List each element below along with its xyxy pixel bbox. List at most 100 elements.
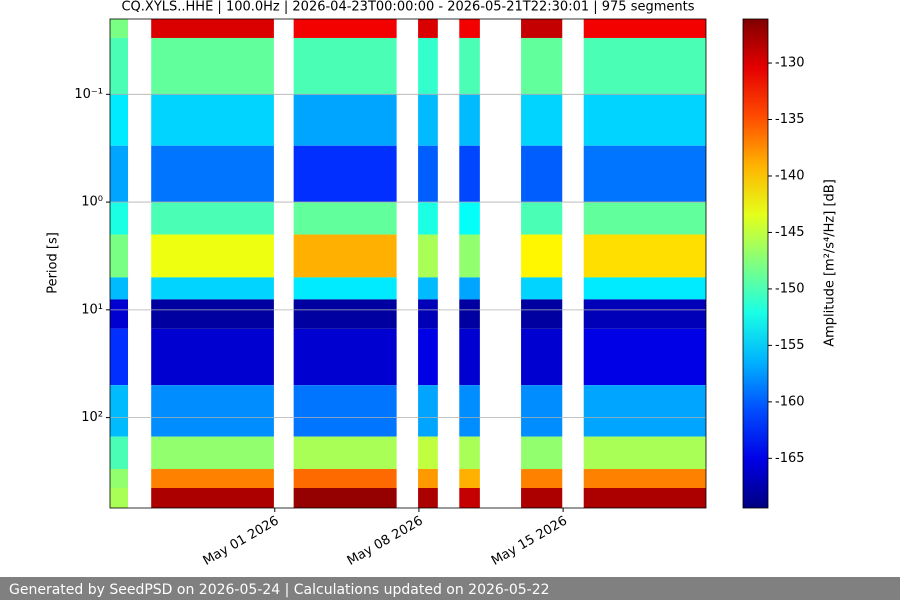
heatmap-cell — [521, 202, 563, 235]
heatmap-cell — [293, 469, 397, 488]
heatmap-cell — [583, 234, 706, 278]
colorbar-tick-label: -140 — [775, 168, 805, 183]
heatmap-cell — [521, 19, 563, 38]
heatmap-cell — [459, 94, 480, 146]
heatmap-cell — [459, 469, 480, 488]
colorbar-tick-label: -160 — [775, 394, 805, 409]
heatmap-cell — [110, 436, 129, 470]
heatmap-cell — [418, 487, 438, 508]
heatmap-cell — [583, 385, 706, 437]
colorbar-label: Amplitude [m²/s⁴/Hz] [dB] — [823, 179, 838, 347]
heatmap-cell — [151, 328, 274, 386]
heatmap-cell — [521, 385, 563, 437]
y-tick-label: 10² — [81, 410, 103, 425]
heatmap-cell — [521, 328, 563, 386]
heatmap-cell — [459, 328, 480, 386]
heatmap-cell — [151, 234, 274, 278]
heatmap-cell — [521, 145, 563, 203]
heatmap-cell — [418, 469, 438, 488]
heatmap-cell — [418, 234, 438, 278]
heatmap-cell — [151, 385, 274, 437]
y-tick-label: 10⁻¹ — [74, 87, 103, 102]
heatmap-cell — [151, 202, 274, 235]
heatmap-cell — [110, 202, 129, 235]
colorbar-tick-label: -165 — [775, 451, 805, 466]
heatmap-cell — [459, 299, 480, 329]
heatmap-cell — [293, 328, 397, 386]
colorbar — [742, 18, 769, 509]
heatmap-cell — [459, 436, 480, 470]
heatmap-cell — [110, 94, 129, 146]
heatmap-cell — [418, 436, 438, 470]
heatmap-cell — [151, 436, 274, 470]
heatmap-cell — [151, 37, 274, 95]
heatmap-cell — [110, 145, 129, 203]
heatmap-cell — [459, 234, 480, 278]
heatmap-cell — [110, 385, 129, 437]
heatmap-cell — [418, 37, 438, 95]
heatmap-cell — [521, 234, 563, 278]
heatmap-cell — [293, 202, 397, 235]
y-tick-label: 10¹ — [81, 302, 103, 317]
heatmap-cell — [151, 277, 274, 300]
y-tick-label: 10⁰ — [81, 195, 103, 210]
heatmap-cell — [151, 469, 274, 488]
heatmap-cell — [418, 145, 438, 203]
x-tick-label: May 08 2026 — [345, 514, 426, 569]
colorbar-tick-label: -135 — [775, 112, 805, 127]
heatmap-cell — [583, 469, 706, 488]
heatmap-cell — [583, 19, 706, 38]
heatmap-cell — [110, 19, 129, 38]
heatmap-cell — [459, 487, 480, 508]
heatmap-cell — [521, 469, 563, 488]
heatmap-cell — [459, 19, 480, 38]
heatmap-cell — [583, 94, 706, 146]
heatmap-cell — [418, 299, 438, 329]
heatmap-cell — [459, 277, 480, 300]
colorbar-tick-label: -150 — [775, 281, 805, 296]
footer-text: Generated by SeedPSD on 2026-05-24 | Cal… — [9, 582, 550, 598]
heatmap-cell — [583, 202, 706, 235]
heatmap-cell — [418, 328, 438, 386]
colorbar-tick-label: -130 — [775, 56, 805, 71]
heatmap-cell — [151, 94, 274, 146]
heatmap-cell — [110, 487, 129, 508]
heatmap-cell — [459, 37, 480, 95]
heatmap-cell — [583, 328, 706, 386]
heatmap-cell — [110, 234, 129, 278]
heatmap-cell — [521, 277, 563, 300]
heatmap-cell — [418, 385, 438, 437]
heatmap-cell — [151, 19, 274, 38]
heatmap-cell — [583, 436, 706, 470]
heatmap-cell — [110, 37, 129, 95]
y-axis-label: Period [s] — [46, 232, 61, 294]
heatmap-cell — [583, 487, 706, 508]
heatmap-cell — [293, 37, 397, 95]
x-tick-label: May 01 2026 — [201, 514, 282, 569]
heatmap-cell — [418, 277, 438, 300]
heatmap-cell — [459, 145, 480, 203]
heatmap-cell — [110, 469, 129, 488]
heatmap-cell — [293, 385, 397, 437]
heatmap-cell — [151, 145, 274, 203]
heatmap-cell — [110, 328, 129, 386]
heatmap-cell — [521, 94, 563, 146]
heatmap-cell — [521, 487, 563, 508]
heatmap-cell — [293, 277, 397, 300]
heatmap-cell — [293, 234, 397, 278]
heatmap-cell — [583, 277, 706, 300]
heatmap-cell — [521, 37, 563, 95]
footer-bar — [0, 577, 900, 600]
heatmap-cell — [110, 299, 129, 329]
heatmap-cell — [583, 37, 706, 95]
heatmap-cell — [293, 299, 397, 329]
heatmap-cell — [459, 385, 480, 437]
heatmap-cell — [151, 299, 274, 329]
heatmap-cell — [110, 277, 129, 300]
heatmap-cell — [459, 202, 480, 235]
heatmap-cell — [418, 94, 438, 146]
x-tick-label: May 15 2026 — [489, 514, 570, 569]
heatmap-cell — [418, 19, 438, 38]
heatmap-cell — [293, 19, 397, 38]
